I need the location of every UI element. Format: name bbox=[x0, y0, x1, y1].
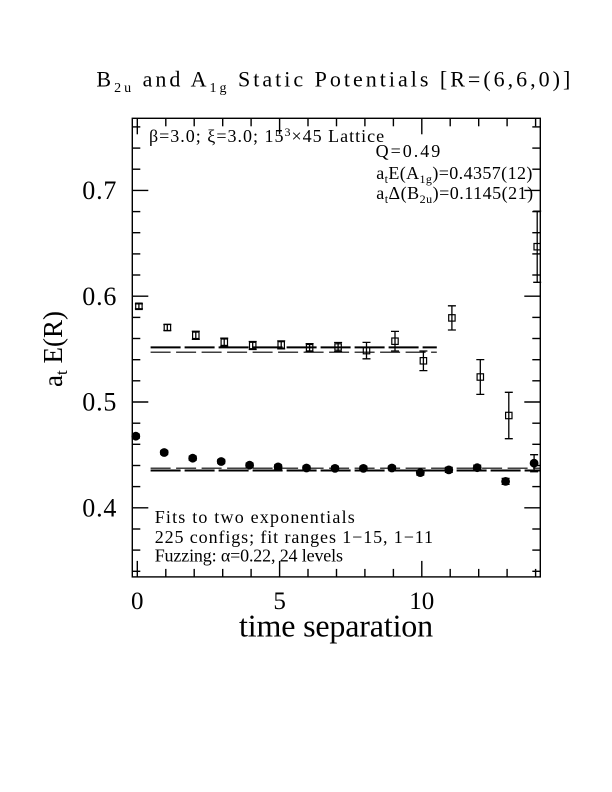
svg-text:atΔ(B2u)=0.1145(21): atΔ(B2u)=0.1145(21) bbox=[376, 183, 533, 206]
svg-text:0.4: 0.4 bbox=[82, 493, 117, 522]
svg-text:225 configs; fit ranges 1−15,: 225 configs; fit ranges 1−15, 1−11 bbox=[155, 527, 434, 547]
svg-text:time separation: time separation bbox=[239, 608, 433, 644]
svg-text:0.6: 0.6 bbox=[82, 282, 117, 311]
svg-text:10: 10 bbox=[409, 588, 434, 615]
svg-text:0: 0 bbox=[131, 588, 144, 615]
svg-text:Fits to two exponentials: Fits to two exponentials bbox=[155, 507, 356, 527]
svg-text:0.7: 0.7 bbox=[82, 176, 117, 205]
svg-text:B2u and A1g Static Potentials: B2u and A1g Static Potentials [R=(6,6,0)… bbox=[96, 66, 573, 96]
svg-text:at E(R): at E(R) bbox=[38, 311, 71, 387]
svg-text:0.5: 0.5 bbox=[82, 388, 117, 417]
svg-text:β=3.0; ξ=3.0; 153×45 Lattice: β=3.0; ξ=3.0; 153×45 Lattice bbox=[149, 125, 385, 146]
svg-text:Fuzzing: α=0.22, 24 levels: Fuzzing: α=0.22, 24 levels bbox=[155, 545, 343, 565]
svg-text:atE(A1g)=0.4357(12): atE(A1g)=0.4357(12) bbox=[376, 163, 533, 186]
svg-text:5: 5 bbox=[273, 588, 286, 615]
svg-text:Q=0.49: Q=0.49 bbox=[376, 141, 443, 161]
